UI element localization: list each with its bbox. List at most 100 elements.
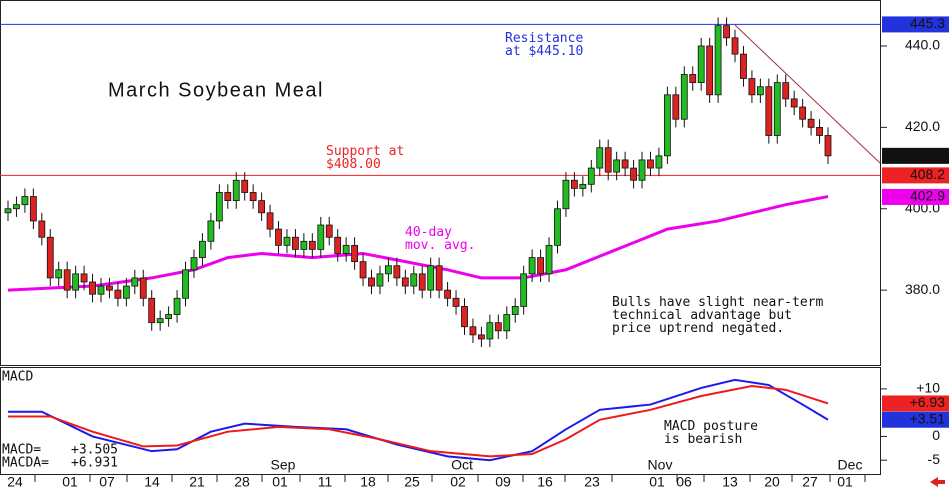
candle-body: [275, 228, 282, 246]
note-line: price uptrend negated.: [612, 321, 784, 336]
candle-body: [359, 261, 367, 279]
candle-body: [46, 236, 54, 279]
value-box-label: 445.3: [910, 15, 945, 31]
x-tick-label: 21: [189, 474, 205, 490]
candle-body: [570, 179, 578, 189]
candle-body: [731, 37, 739, 55]
candle-body: [528, 257, 536, 275]
x-tick-label: 28: [234, 474, 250, 490]
candle-body: [756, 86, 764, 96]
candle-body: [106, 285, 113, 291]
y-tick-label: +10: [916, 380, 940, 396]
value-box-label: +6.93: [910, 394, 946, 410]
nav-arrow: [930, 477, 945, 487]
x-tick-label: 16: [537, 474, 553, 490]
candle-body: [351, 244, 358, 263]
candle-body: [427, 265, 435, 291]
note-line: technical advantage but: [612, 308, 792, 323]
candle-body: [325, 224, 333, 238]
candle-body: [537, 257, 544, 275]
candle-body: [410, 273, 418, 287]
candle-body: [131, 277, 139, 287]
candle-body: [317, 224, 325, 250]
candle-body: [122, 285, 130, 299]
candle-body: [587, 167, 595, 185]
x-tick-label: 25: [404, 474, 420, 490]
candle-body: [723, 25, 730, 39]
support-note: Support at $408.00: [326, 144, 404, 172]
candle-body: [300, 240, 308, 250]
macd-line: [8, 385, 829, 458]
candle-body: [672, 94, 680, 120]
readout-name: MACDA=: [2, 456, 49, 471]
candle-body: [342, 244, 350, 254]
candle-body: [156, 318, 164, 324]
candle-body: [232, 179, 240, 202]
value-box: [882, 411, 949, 428]
candle-body: [334, 236, 342, 254]
candle-body: [258, 200, 266, 214]
x-tick-label: 09: [495, 474, 511, 490]
value-box: [882, 167, 949, 184]
value-box: [882, 147, 949, 164]
candle-body: [139, 277, 147, 299]
y-tick-label: 440.0: [905, 37, 940, 53]
candle-body: [714, 25, 722, 96]
candle-body: [621, 159, 629, 169]
candle-body: [494, 322, 502, 332]
resistance-note: Resistance at $445.10: [505, 31, 583, 59]
support-note-line: $408.00: [326, 157, 381, 172]
candle-body: [190, 257, 198, 271]
month-label: Sep: [271, 457, 296, 473]
candle-body: [706, 45, 714, 96]
candle-body: [283, 236, 291, 246]
x-tick-label: 01: [62, 474, 78, 490]
y-tick-label: 0: [932, 427, 940, 443]
trend-line: [734, 24, 881, 164]
candle-body: [638, 159, 646, 181]
candle-body: [292, 236, 299, 250]
support-note-line: Support at: [326, 144, 404, 159]
candle-body: [520, 273, 528, 307]
x-tick-label: 02: [450, 474, 466, 490]
x-tick-label: 20: [764, 474, 780, 490]
candle-body: [241, 179, 249, 193]
candle-body: [182, 269, 189, 299]
resistance-note-line: Resistance: [505, 31, 583, 46]
candle-body: [748, 78, 756, 96]
candle-body: [689, 74, 697, 84]
y-tick-label: -5: [928, 451, 941, 467]
candle-body: [545, 244, 553, 275]
candle-body: [596, 147, 604, 169]
candle-body: [799, 106, 807, 120]
readout-name: MACD=: [2, 443, 41, 458]
candle-body: [478, 334, 485, 340]
candle-body: [680, 74, 688, 120]
candle-body: [655, 155, 663, 169]
value-box-label: 402.9: [910, 188, 945, 204]
candle-body: [824, 135, 832, 157]
x-tick-label: 01: [272, 474, 288, 490]
candle-body: [630, 167, 637, 181]
candle-body: [613, 159, 621, 173]
x-tick-label: 01: [837, 474, 853, 490]
candle-body: [461, 306, 468, 328]
candle-body: [579, 183, 587, 189]
x-tick-label: 27: [802, 474, 818, 490]
x-tick-label: 24: [7, 474, 23, 490]
candle-body: [21, 196, 29, 206]
value-box-label: 413.0: [910, 147, 945, 163]
candle-body: [215, 192, 223, 222]
resistance-note-line: at $445.10: [505, 44, 583, 59]
candle-body: [55, 269, 63, 279]
candle-body: [199, 240, 206, 258]
candle-body: [308, 240, 316, 250]
candle-body: [401, 277, 409, 287]
candle-body: [114, 289, 122, 299]
candle-body: [266, 212, 274, 230]
value-box: [882, 16, 949, 33]
month-label: Nov: [648, 457, 673, 473]
candle-body: [368, 277, 375, 287]
candle-body: [165, 314, 173, 320]
